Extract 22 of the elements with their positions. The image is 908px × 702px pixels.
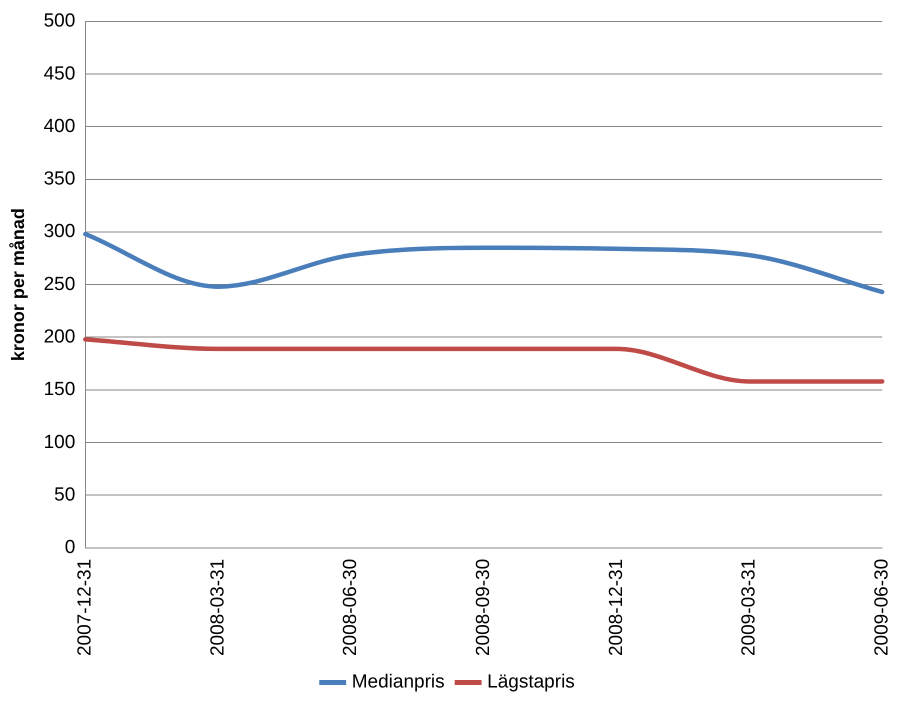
legend-label: Medianpris [352, 672, 445, 693]
x-tick-label: 2008-12-31 [606, 558, 627, 656]
y-tick-label: 200 [44, 326, 76, 348]
y-tick-label: 150 [44, 379, 76, 400]
x-tick-label: 2008-06-30 [340, 558, 362, 656]
x-tick-label: 2008-03-31 [207, 558, 228, 656]
y-tick-label: 450 [44, 63, 76, 84]
legend-label: Lägstapris [487, 672, 575, 693]
y-tick-label: 500 [44, 10, 76, 32]
x-tick-label: 2008-09-30 [472, 558, 494, 656]
y-tick-label: 0 [64, 537, 76, 558]
y-axis-title: kronor per månad [8, 208, 28, 362]
y-tick-label: 100 [44, 432, 76, 453]
x-tick-label: 2009-06-30 [871, 558, 892, 656]
y-tick-label: 350 [44, 168, 76, 190]
y-tick-label: 50 [54, 484, 76, 506]
y-tick-label: 250 [44, 274, 76, 295]
x-tick-label: 2007-12-31 [74, 558, 96, 656]
y-tick-label: 400 [44, 116, 76, 137]
y-tick-label: 300 [44, 221, 76, 242]
x-tick-label: 2009-03-31 [738, 558, 760, 656]
line-series [83, 232, 884, 294]
